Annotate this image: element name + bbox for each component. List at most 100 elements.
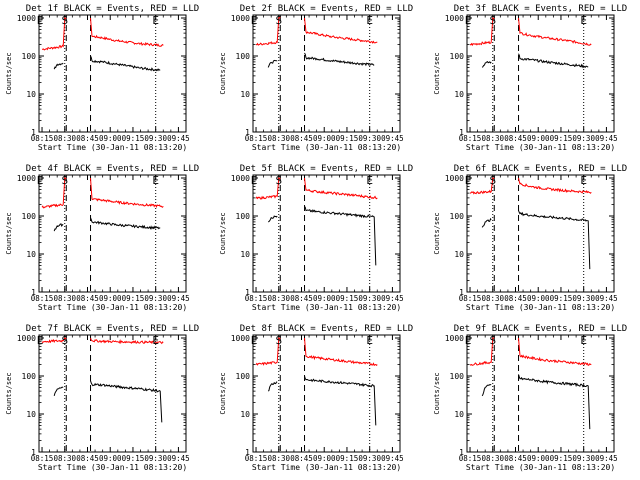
y-tick-label: 10 [26, 250, 36, 259]
y-axis-label: Counts/sec [433, 212, 441, 254]
events-trace-black [90, 380, 163, 423]
eclipse-marker: E [152, 334, 159, 347]
x-tick-label: 09:15 [550, 454, 573, 463]
x-tick-label: 09:00 [99, 294, 122, 303]
detector-panel-8: Det 8f BLACK = Events, RED = LLD Counts/s… [219, 324, 413, 472]
saa-start-marker: S [275, 334, 282, 347]
y-tick-label: 1000 [17, 174, 36, 183]
y-axis-label: Counts/sec [5, 372, 13, 414]
y-tick-label: 1 [459, 128, 464, 137]
x-tick-label: 08:30 [267, 454, 290, 463]
x-tick-label: 08:45 [504, 294, 527, 303]
y-axis-label: Counts/sec [433, 52, 441, 94]
panel-title: Det 2f BLACK = Events, RED = LLD [240, 4, 413, 14]
plot-frame [252, 334, 401, 453]
x-tick-label: 09:00 [527, 134, 550, 143]
panel-title: Det 3f BLACK = Events, RED = LLD [454, 4, 627, 14]
lld-trace-red [255, 16, 281, 46]
lld-trace-red [518, 177, 592, 194]
panel-title: Det 1f BLACK = Events, RED = LLD [26, 4, 199, 14]
x-tick-label: 08:15 [31, 134, 54, 143]
x-tick-label: 08:45 [290, 454, 313, 463]
y-tick-label: 1 [459, 288, 464, 297]
y-tick-label: 100 [22, 372, 37, 381]
panel-title: Det 4f BLACK = Events, RED = LLD [26, 164, 199, 174]
saa-start-marker: S [61, 174, 68, 187]
plot-frame [466, 174, 615, 293]
y-tick-label: 1 [459, 448, 464, 457]
x-axis-label: Start Time (30-Jan-11 08:13:20) [252, 463, 401, 472]
y-tick-label: 1 [245, 288, 250, 297]
x-axis-label: Start Time (30-Jan-11 08:13:20) [466, 463, 615, 472]
lld-trace-red [518, 337, 592, 366]
detector-panel-1: Det 1f BLACK = Events, RED = LLD Counts/s… [5, 4, 199, 152]
events-trace-black [53, 62, 64, 70]
detector-panel-9: Det 9f BLACK = Events, RED = LLD Counts/s… [433, 324, 627, 472]
eclipse-marker: E [580, 174, 587, 187]
x-tick-label: 09:00 [313, 454, 336, 463]
x-tick-label: 08:45 [76, 134, 99, 143]
x-axis-label: Start Time (30-Jan-11 08:13:20) [38, 303, 187, 312]
x-tick-label: 08:15 [459, 294, 482, 303]
panel-title: Det 8f BLACK = Events, RED = LLD [240, 324, 413, 334]
y-tick-label: 10 [454, 410, 464, 419]
eclipse-marker: E [37, 14, 44, 27]
eclipse-marker: E [465, 174, 472, 187]
y-tick-label: 100 [450, 52, 465, 61]
y-axis-label: Counts/sec [433, 372, 441, 414]
lld-trace-red [304, 17, 378, 44]
plot-frame [252, 174, 401, 293]
lld-trace-red [90, 177, 164, 209]
x-tick-label: 08:15 [459, 454, 482, 463]
plot-frame [466, 334, 615, 453]
x-tick-label: 09:15 [122, 134, 145, 143]
x-tick-label: 09:45 [167, 294, 190, 303]
y-tick-label: 10 [240, 410, 250, 419]
x-tick-label: 09:30 [572, 294, 595, 303]
x-axis-label: Start Time (30-Jan-11 08:13:20) [466, 143, 615, 152]
detector-panel-4: Det 4f BLACK = Events, RED = LLD Counts/s… [5, 164, 199, 312]
y-tick-label: 1000 [231, 334, 250, 343]
plot-frame [38, 14, 187, 133]
y-tick-label: 1 [31, 128, 36, 137]
panel-title: Det 5f BLACK = Events, RED = LLD [240, 164, 413, 174]
events-trace-black [53, 223, 64, 232]
eclipse-marker: E [37, 334, 44, 347]
y-tick-label: 1000 [231, 14, 250, 23]
saa-start-marker: S [489, 14, 496, 27]
x-tick-label: 09:45 [595, 294, 618, 303]
x-tick-label: 08:15 [31, 454, 54, 463]
saa-start-marker: S [275, 174, 282, 187]
x-tick-label: 09:30 [358, 294, 381, 303]
x-tick-label: 09:30 [144, 134, 167, 143]
x-axis-label: Start Time (30-Jan-11 08:13:20) [252, 303, 401, 312]
y-tick-label: 1 [31, 448, 36, 457]
eclipse-marker: E [366, 14, 373, 27]
x-tick-label: 09:15 [336, 294, 359, 303]
lld-trace-red [304, 177, 378, 200]
x-tick-label: 09:00 [313, 294, 336, 303]
x-tick-label: 09:15 [550, 294, 573, 303]
x-tick-label: 08:30 [267, 294, 290, 303]
plot-frame [38, 334, 187, 453]
x-tick-label: 09:00 [99, 454, 122, 463]
x-axis-label: Start Time (30-Jan-11 08:13:20) [38, 463, 187, 472]
lld-trace-red [469, 16, 495, 47]
plot-frame [252, 14, 401, 133]
x-tick-label: 09:15 [336, 454, 359, 463]
y-axis-label: Counts/sec [219, 52, 227, 94]
lld-trace-red [469, 337, 495, 366]
saa-start-marker: S [275, 14, 282, 27]
events-trace-black [90, 217, 161, 230]
events-trace-black [267, 59, 278, 68]
x-tick-label: 08:45 [76, 454, 99, 463]
x-tick-label: 09:30 [144, 454, 167, 463]
events-trace-black [267, 381, 278, 392]
eclipse-marker: E [37, 174, 44, 187]
y-tick-label: 1 [245, 448, 250, 457]
y-tick-label: 10 [26, 90, 36, 99]
detector-panel-2: Det 2f BLACK = Events, RED = LLD Counts/s… [219, 4, 413, 152]
x-tick-label: 09:30 [572, 134, 595, 143]
y-tick-label: 1000 [445, 334, 464, 343]
